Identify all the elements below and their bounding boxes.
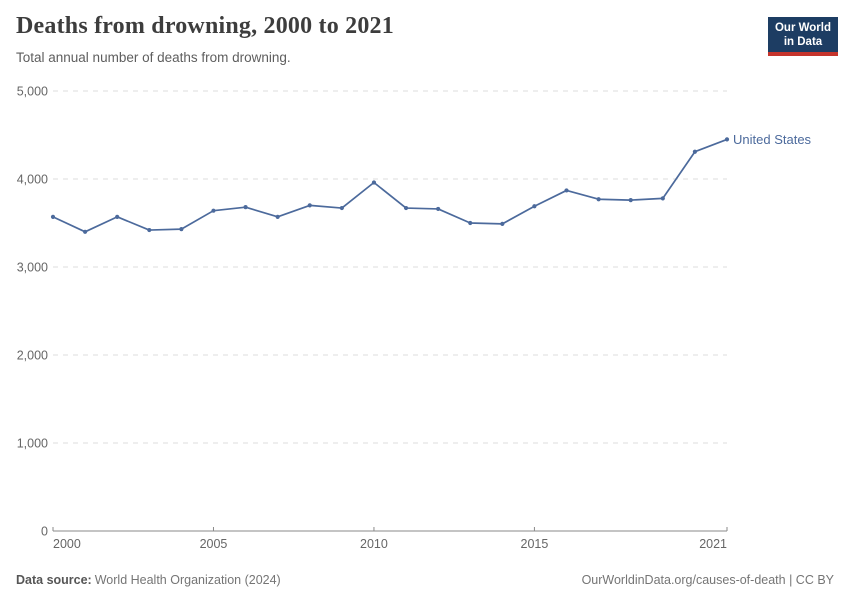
x-tick-label: 2021 xyxy=(699,537,727,551)
data-point xyxy=(660,196,665,201)
data-point xyxy=(339,205,344,211)
data-point xyxy=(628,198,633,203)
x-tick-label: 2015 xyxy=(521,537,549,551)
owid-logo-line2: in Data xyxy=(783,36,823,49)
data-point xyxy=(275,214,280,219)
x-tick-label: 2005 xyxy=(200,537,228,551)
y-tick-label: 5,000 xyxy=(17,85,48,99)
series-line-united-states xyxy=(52,138,728,233)
x-tick-label: 2010 xyxy=(360,537,388,551)
data-point xyxy=(500,221,505,226)
data-point xyxy=(50,214,56,219)
data-point xyxy=(564,188,569,193)
data-point xyxy=(243,205,248,210)
y-tick-label: 1,000 xyxy=(17,437,48,451)
y-tick-label: 4,000 xyxy=(17,173,48,187)
owid-logo[interactable]: Our World in Data xyxy=(768,17,838,57)
page-title: Deaths from drowning, 2000 to 2021 xyxy=(16,13,394,39)
data-point xyxy=(307,203,312,208)
chart-footer: Data source: World Health Organization (2… xyxy=(16,573,834,587)
y-tick-label: 3,000 xyxy=(17,261,48,275)
chart-subtitle: Total annual number of deaths from drown… xyxy=(16,50,291,65)
series-label-united-states: United States xyxy=(733,132,812,148)
data-point xyxy=(147,227,152,233)
data-point xyxy=(371,180,377,185)
owid-logo-line1: Our World xyxy=(774,22,831,34)
data-point xyxy=(468,220,473,226)
data-point xyxy=(82,229,88,234)
y-tick-label: 0 xyxy=(41,525,48,539)
data-source-value: World Health Organization (2024) xyxy=(94,573,281,587)
data-point xyxy=(596,197,601,202)
data-point xyxy=(436,206,441,212)
data-source-label: Data source: xyxy=(16,573,92,587)
data-point xyxy=(532,204,537,209)
data-source: Data source: World Health Organization (2… xyxy=(16,573,281,587)
data-point xyxy=(115,214,120,219)
y-tick-label: 2,000 xyxy=(17,349,48,363)
data-point xyxy=(211,208,216,213)
data-point xyxy=(179,227,184,232)
data-point xyxy=(724,137,730,142)
x-tick-label: 2000 xyxy=(53,537,81,551)
data-point xyxy=(403,205,409,211)
data-point xyxy=(692,149,698,154)
attribution: OurWorldinData.org/causes-of-death | CC … xyxy=(581,573,834,587)
